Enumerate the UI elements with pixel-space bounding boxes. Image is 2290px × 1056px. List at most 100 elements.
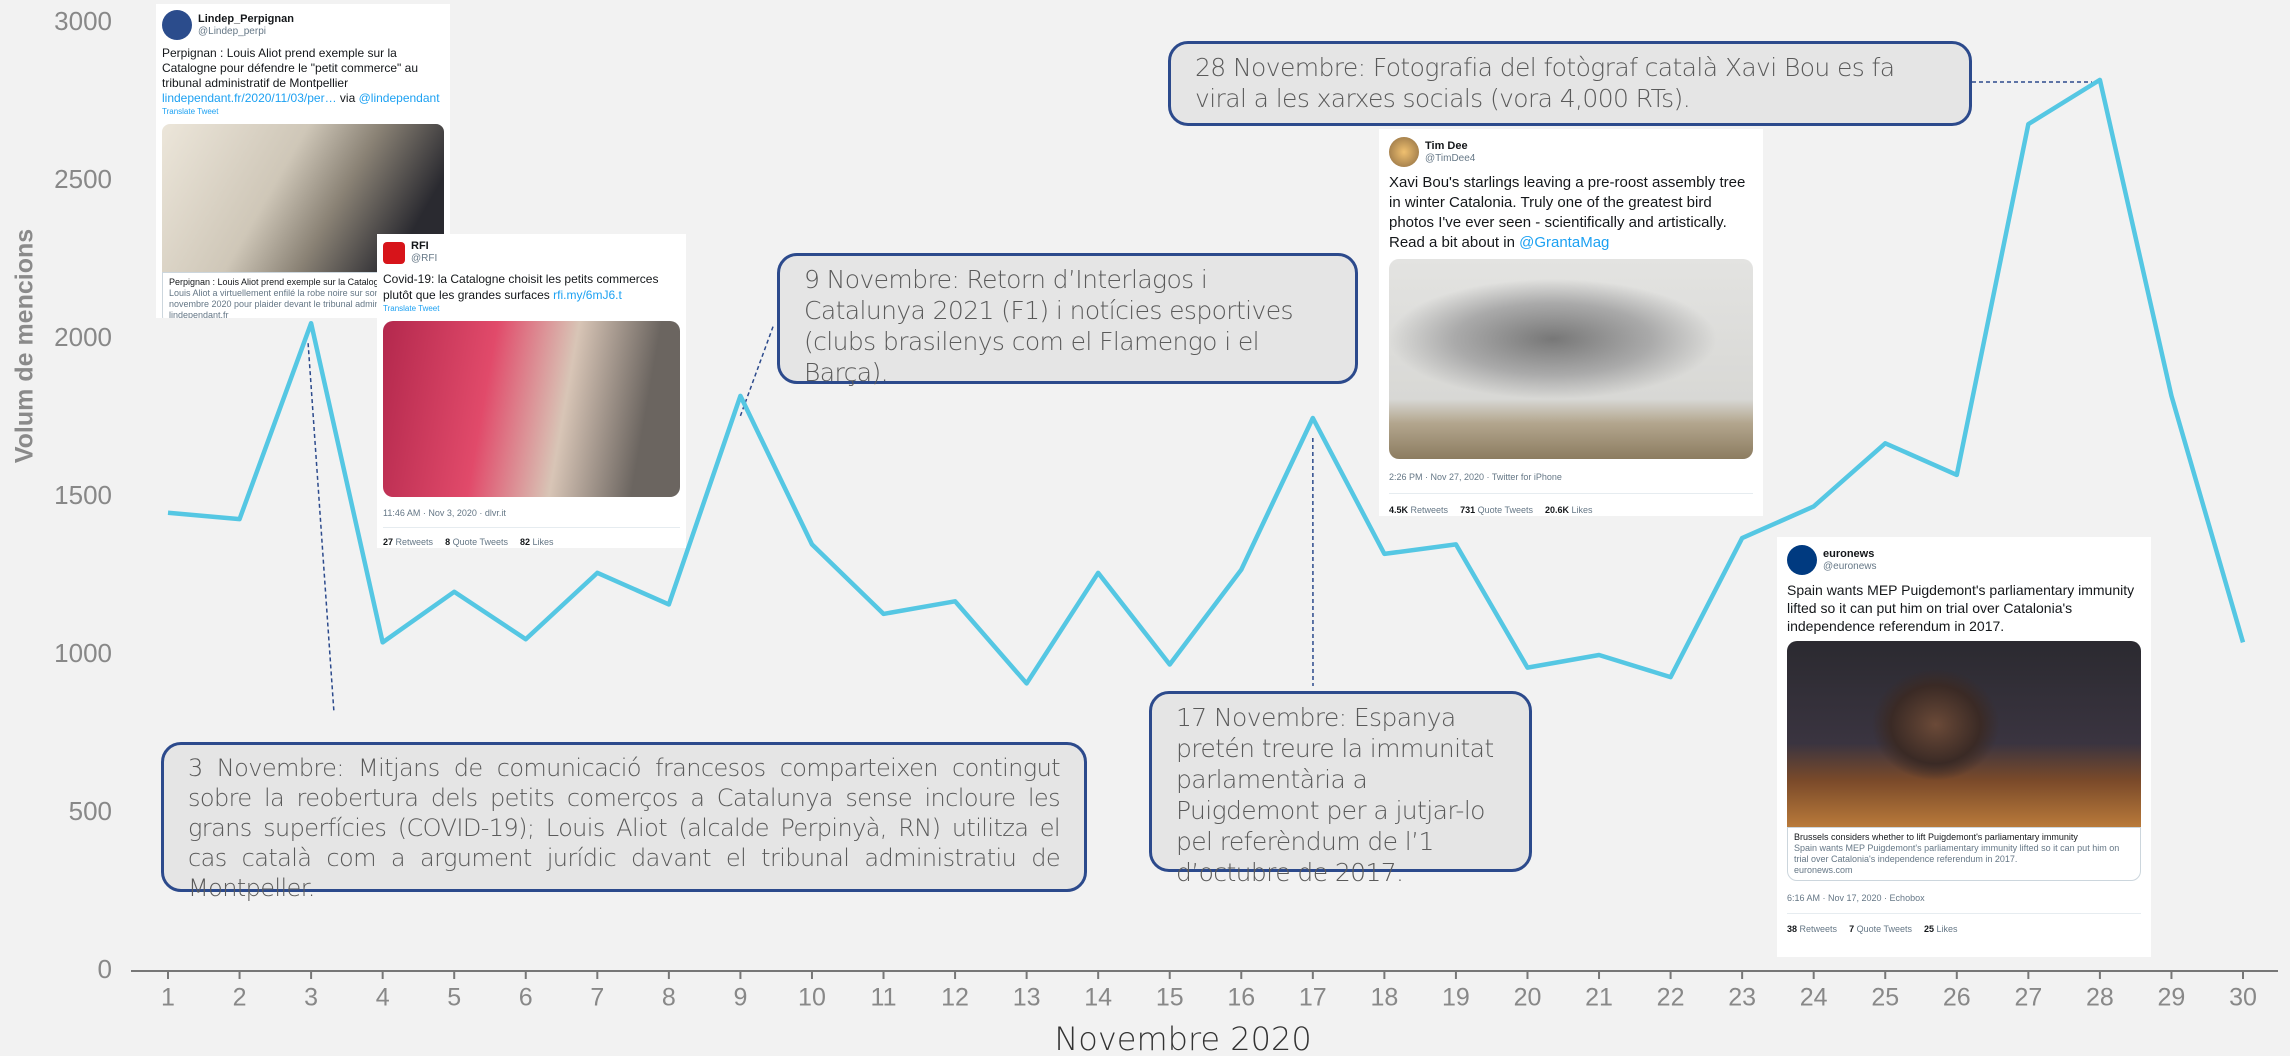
x-tick-label: 23 — [1728, 984, 1756, 1012]
tweet-header: Tim Dee @TimDee4 — [1389, 137, 1753, 167]
stat-count: 4.5K — [1389, 505, 1409, 515]
x-tick-label: 14 — [1084, 984, 1112, 1012]
stat-count: 8 — [445, 537, 451, 547]
x-tick-label: 7 — [590, 984, 604, 1012]
stat-label: Likes — [532, 537, 554, 547]
x-tick-label: 16 — [1227, 984, 1255, 1012]
y-tick-label: 3000 — [54, 6, 112, 36]
tweet-photo — [1787, 641, 2141, 827]
tweet-photo — [1389, 259, 1753, 459]
x-tick-label: 22 — [1657, 984, 1685, 1012]
translate-link: Translate Tweet — [162, 107, 219, 116]
stat-count: 25 — [1923, 924, 1934, 934]
tweet-mention: @lindependant — [358, 91, 440, 105]
stat-label: Likes — [1571, 505, 1593, 515]
tweet-text: Perpignan : Louis Aliot prend exemple su… — [162, 46, 419, 90]
x-tick-label: 17 — [1299, 984, 1327, 1012]
stat-count: 20.6K — [1544, 505, 1570, 515]
tweet-handle: @euronews — [1823, 560, 1877, 572]
tweet-handle: @Lindep_perpi — [198, 25, 266, 37]
x-tick-label: 26 — [1943, 984, 1971, 1012]
stat-label: Retweets — [1799, 924, 1838, 934]
tweet-name: Tim Dee — [1425, 139, 1468, 152]
y-tick-label: 1000 — [54, 638, 112, 668]
x-tick-label: 28 — [2086, 984, 2114, 1012]
tweet-card: euronews @euronews Spain wants MEP Puigde… — [1777, 537, 2151, 957]
x-tick-label: 30 — [2229, 984, 2257, 1012]
x-tick-label: 8 — [662, 984, 676, 1012]
tweet-header: euronews @euronews — [1787, 545, 2141, 575]
tweet-name: RFI — [411, 240, 429, 252]
x-tick-label: 25 — [1871, 984, 1899, 1012]
y-tick-label: 500 — [69, 796, 112, 826]
card-domain: euronews.com — [1794, 865, 1853, 875]
x-tick-label: 27 — [2014, 984, 2042, 1012]
card-title: Brussels considers whether to lift Puigd… — [1794, 832, 2078, 842]
tweet-stats: 4.5K Retweets 731 Quote Tweets 20.6K Likes — [1389, 500, 1753, 516]
stat-label: Quote Tweets — [452, 537, 508, 547]
x-tick-label: 9 — [733, 984, 747, 1012]
stat-count: 731 — [1460, 505, 1476, 515]
stat-label: Likes — [1936, 924, 1958, 934]
x-tick-label: 6 — [519, 984, 533, 1012]
card-title: Perpignan : Louis Aliot prend exemple su… — [169, 277, 422, 287]
tweet-photo — [383, 321, 680, 497]
x-tick-label: 10 — [798, 984, 826, 1012]
avatar — [1389, 137, 1419, 167]
x-tick-label: 18 — [1370, 984, 1398, 1012]
tweet-via: via — [339, 91, 356, 105]
stat-count: 82 — [519, 537, 530, 547]
x-tick-label: 21 — [1585, 984, 1613, 1012]
annotation-box: 9 Novembre: Retorn d’Interlagos i Catalu… — [777, 253, 1358, 387]
avatar — [383, 241, 405, 264]
y-tick-label: 1500 — [54, 480, 112, 510]
tweet-header: Lindep_Perpignan @Lindep_perpi — [162, 10, 444, 40]
x-tick-label: 24 — [1800, 984, 1828, 1012]
translate-link: Translate Tweet — [383, 304, 440, 313]
x-tick-label: 12 — [941, 984, 969, 1012]
annotation-box: 17 Novembre: Espanya pretén treure la im… — [1149, 691, 1532, 887]
x-tick-label: 3 — [304, 984, 318, 1012]
card-desc: Louis Aliot a virtuellement enfilé la ro… — [169, 288, 419, 309]
x-tick-label: 4 — [376, 984, 390, 1012]
annotation-box: 28 Novembre: Fotografia del fotògraf cat… — [1168, 41, 1972, 126]
tweet-link-card: Brussels considers whether to lift Puigd… — [1787, 827, 2141, 881]
tweet-mention: @GrantaMag — [1519, 234, 1610, 251]
avatar — [162, 10, 192, 40]
tweet-text: Covid-19: la Catalogne choisit les petit… — [383, 272, 659, 302]
tweet-link: rfi.my/6mJ6.t — [553, 288, 622, 302]
stat-count: 27 — [383, 537, 394, 547]
tweet-stats: 27 Retweets 8 Quote Tweets 82 Likes — [383, 534, 680, 548]
stat-count: 38 — [1787, 924, 1798, 934]
avatar — [1787, 545, 1817, 575]
x-tick-label: 15 — [1156, 984, 1184, 1012]
stat-label: Retweets — [1410, 505, 1449, 515]
tweet-handle: @RFI — [411, 253, 438, 264]
tweet-card: Tim Dee @TimDee4 Xavi Bou's starlings lea… — [1379, 129, 1763, 516]
tweet-header: RFI @RFI — [383, 240, 680, 265]
data-line — [167, 77, 2246, 686]
leader-line — [739, 323, 775, 417]
y-tick-label: 2000 — [54, 322, 112, 352]
tweet-card: RFI @RFI Covid-19: la Catalogne choisit l… — [377, 234, 686, 548]
tweet-handle: @TimDee4 — [1425, 152, 1476, 164]
tweet-meta: 2:26 PM · Nov 27, 2020 · Twitter for iPh… — [1389, 467, 1753, 494]
x-tick-label: 1 — [161, 984, 175, 1012]
x-tick-label: 20 — [1514, 984, 1542, 1012]
tweet-link: lindependant.fr/2020/11/03/per… — [162, 91, 337, 105]
x-tick-label: 2 — [233, 984, 247, 1012]
stat-label: Quote Tweets — [1856, 924, 1912, 934]
stat-count: 7 — [1849, 924, 1855, 934]
stat-label: Retweets — [395, 537, 434, 547]
tweet-name: Lindep_Perpignan — [198, 12, 294, 25]
tweet-text: Xavi Bou's starlings leaving a pre-roost… — [1389, 174, 1746, 251]
stat-label: Quote Tweets — [1477, 505, 1533, 515]
y-tick-label: 0 — [98, 954, 112, 984]
tweet-meta: 11:46 AM · Nov 3, 2020 · dlvr.it — [383, 505, 680, 528]
x-axis-title: Novembre 2020 — [1054, 1020, 1311, 1056]
card-domain: lindependant.fr — [169, 310, 229, 318]
tweet-meta: 6:16 AM · Nov 17, 2020 · Echobox — [1787, 889, 2141, 914]
card-desc: Spain wants MEP Puigdemont's parliamenta… — [1794, 843, 2120, 864]
